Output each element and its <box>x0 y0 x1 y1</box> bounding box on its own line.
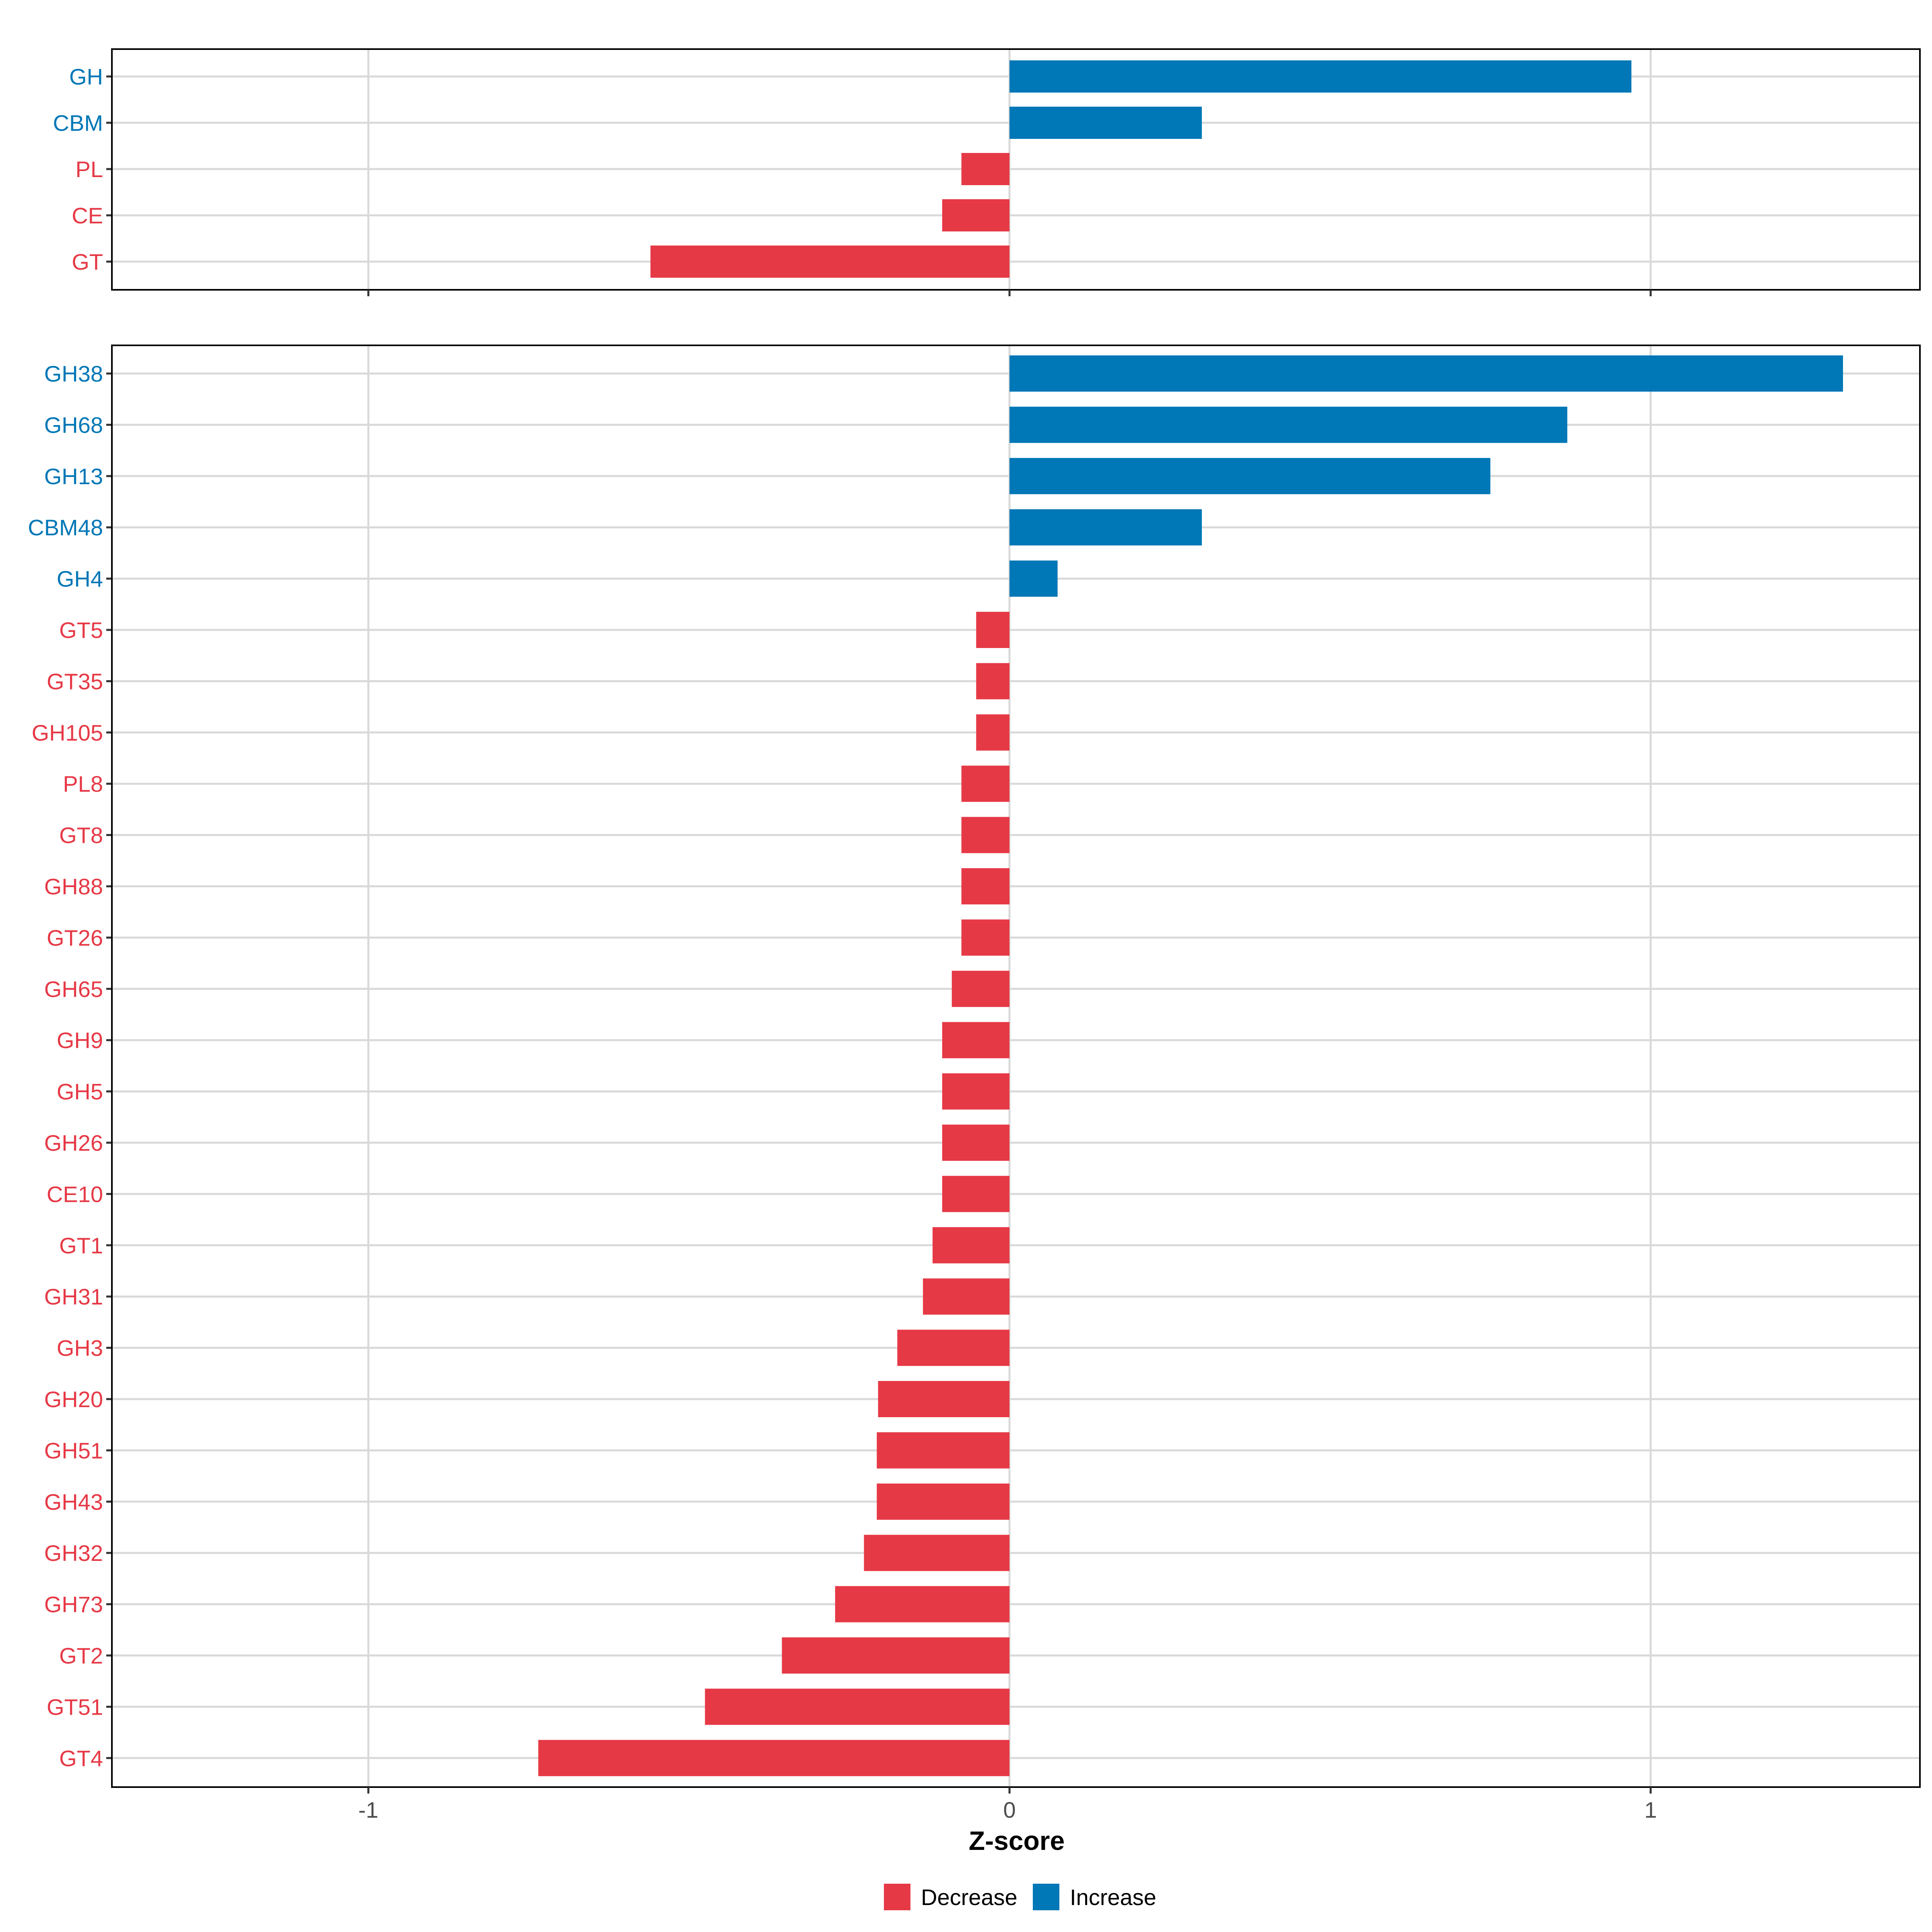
bar-gh65 <box>952 970 1010 1007</box>
y-tick-label-gt8: GT8 <box>59 823 103 848</box>
legend: Decrease Increase <box>884 1884 1156 1910</box>
bar-gh3 <box>897 1329 1010 1366</box>
bar-gh13 <box>1009 458 1490 494</box>
bar-gh43 <box>877 1483 1010 1520</box>
y-tick-label-gt5: GT5 <box>59 617 103 643</box>
y-tick-label-ce: CE <box>72 203 103 228</box>
bar-ce10 <box>942 1176 1010 1212</box>
y-tick-label-gh51: GH51 <box>44 1438 103 1463</box>
y-tick-label-gt35: GT35 <box>47 669 103 694</box>
panel-border <box>111 345 1921 1788</box>
y-tick-label-gt26: GT26 <box>47 925 103 950</box>
y-tick-label-gh65: GH65 <box>44 976 103 1002</box>
y-tick-label-gt1: GT1 <box>59 1233 103 1258</box>
x-axis: -1 0 1 <box>358 1797 1657 1823</box>
bar-gh <box>1009 60 1632 93</box>
y-tick-label-gh73: GH73 <box>44 1592 103 1617</box>
y-tick-label-gt: GT <box>72 249 103 275</box>
y-tick-label-gh5: GH5 <box>57 1079 103 1104</box>
y-tick-label-pl: PL <box>76 157 103 182</box>
x-tick-label: -1 <box>358 1797 378 1823</box>
y-tick-label-pl8: PL8 <box>63 771 103 797</box>
y-tick-label-gh4: GH4 <box>57 566 103 592</box>
bar-gt <box>650 246 1010 278</box>
bar-gh88 <box>961 868 1010 904</box>
bar-gh9 <box>942 1022 1010 1059</box>
bar-gh73 <box>835 1586 1010 1622</box>
y-tick-label-gh105: GH105 <box>32 720 103 745</box>
y-tick-label-gh13: GH13 <box>44 464 103 489</box>
y-tick-label-gh3: GH3 <box>57 1335 103 1361</box>
bar-gh51 <box>877 1432 1010 1469</box>
y-tick-label-cbm: CBM <box>53 110 103 136</box>
bar-gh38 <box>1009 355 1843 392</box>
bar-gh26 <box>942 1125 1010 1161</box>
bar-gt51 <box>705 1688 1010 1725</box>
bar-gt4 <box>538 1740 1010 1776</box>
y-tick-label-gh68: GH68 <box>44 412 103 438</box>
y-tick-label-cbm48: CBM48 <box>28 515 103 540</box>
y-tick-label-gh20: GH20 <box>44 1387 103 1412</box>
bar-gt1 <box>932 1227 1010 1263</box>
legend-swatch-increase <box>1033 1884 1059 1910</box>
bar-ce <box>942 199 1010 231</box>
x-tick-label: 1 <box>1644 1797 1657 1823</box>
y-tick-label-gt51: GT51 <box>47 1694 103 1719</box>
bottom-panel: GH38 GH68 GH13 CBM48 GH4 GT5 GT35 GH105 PL8 GT8 GH… <box>28 345 1921 1794</box>
bar-cbm <box>1009 107 1202 139</box>
y-tick-label-gh88: GH88 <box>44 874 103 899</box>
y-tick-label-gh31: GH31 <box>44 1284 103 1309</box>
bar-cbm48 <box>1009 509 1202 546</box>
y-tick-label-gh43: GH43 <box>44 1489 103 1515</box>
legend-label-decrease: Decrease <box>921 1885 1018 1910</box>
bar-gt8 <box>961 817 1010 853</box>
y-tick-label-gt4: GT4 <box>59 1746 103 1771</box>
bar-gt35 <box>976 663 1010 700</box>
bar-pl <box>961 153 1010 185</box>
bar-gt5 <box>976 612 1010 648</box>
panel-border <box>111 48 1921 291</box>
bar-gh20 <box>878 1381 1010 1417</box>
y-tick-label-gh32: GH32 <box>44 1540 103 1566</box>
x-tick-label: 0 <box>1003 1797 1016 1823</box>
x-axis-title: Z-score <box>969 1826 1065 1856</box>
y-tick-label-gh9: GH9 <box>57 1028 103 1053</box>
bar-gt26 <box>961 919 1010 956</box>
bar-gh4 <box>1009 560 1058 597</box>
y-tick-label-gt2: GT2 <box>59 1643 103 1668</box>
bar-gh68 <box>1009 407 1567 443</box>
bar-gh5 <box>942 1073 1010 1110</box>
bar-gt2 <box>782 1637 1010 1674</box>
y-tick-label-ce10: CE10 <box>47 1181 103 1207</box>
bar-gh31 <box>923 1278 1010 1315</box>
legend-label-increase: Increase <box>1070 1885 1156 1910</box>
legend-swatch-decrease <box>884 1884 910 1910</box>
y-tick-label-gh26: GH26 <box>44 1130 103 1156</box>
y-tick-label-gh38: GH38 <box>44 361 103 386</box>
bar-gh105 <box>976 714 1010 751</box>
y-tick-label-gh: GH <box>69 64 103 89</box>
top-panel: GH CBM PL CE GT <box>53 48 1921 296</box>
bar-pl8 <box>961 766 1010 802</box>
bar-gh32 <box>864 1535 1010 1571</box>
